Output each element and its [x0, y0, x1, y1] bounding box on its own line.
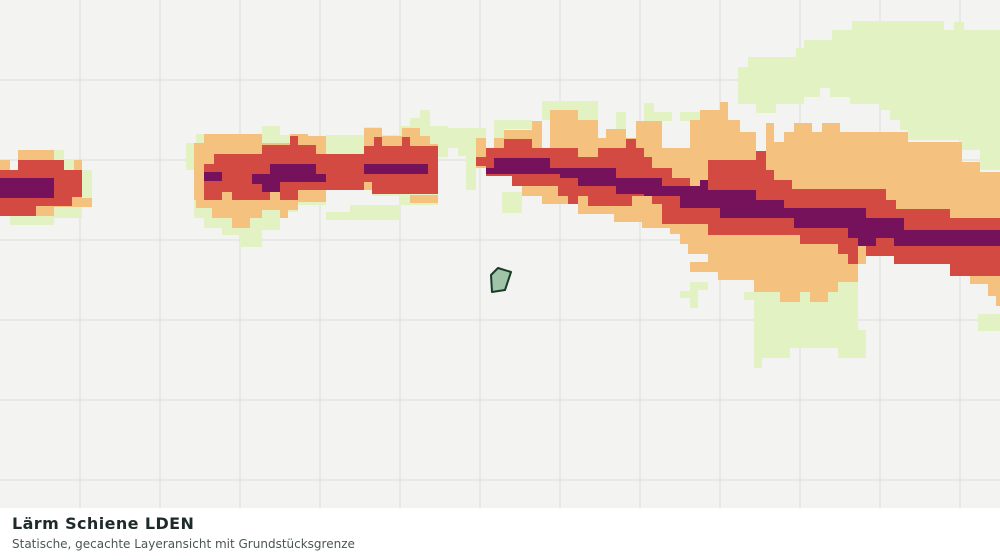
noise-map[interactable] — [0, 0, 1000, 508]
noise-band-highest — [0, 158, 1000, 246]
layer-subtitle: Statische, gecachte Layeransicht mit Gru… — [12, 537, 355, 551]
layer-title: Lärm Schiene LDEN — [12, 514, 195, 533]
map-caption: Lärm Schiene LDEN Statische, gecachte La… — [0, 508, 1000, 560]
noise-zone-highest-spot — [736, 198, 744, 207]
map-viewport[interactable] — [0, 0, 1000, 508]
parcel-boundary[interactable] — [490, 267, 512, 293]
noise-zone-highest-central — [204, 164, 428, 192]
noise-zone-highest-west — [0, 178, 54, 198]
noise-zone-lowest-east — [448, 21, 1000, 368]
